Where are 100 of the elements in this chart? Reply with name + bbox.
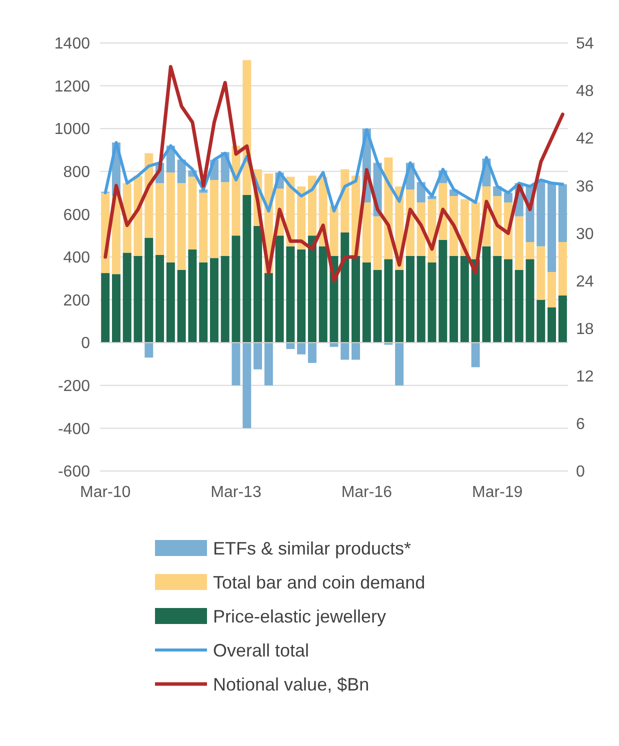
bar <box>536 246 546 300</box>
x-tick-label: Mar-19 <box>472 484 523 501</box>
bar <box>373 216 382 270</box>
y2-tick-label: 36 <box>576 178 594 196</box>
y2-tick-label: 6 <box>576 416 585 434</box>
legend-label: Notional value, $Bn <box>213 674 370 694</box>
legend-label: ETFs & similar products* <box>213 538 412 558</box>
bar <box>352 342 360 360</box>
bar <box>220 256 230 343</box>
bar <box>308 342 316 363</box>
y-tick-label: 1000 <box>54 121 90 138</box>
bar <box>166 262 175 343</box>
bar <box>286 342 295 350</box>
x-tick-label: Mar-16 <box>341 484 392 501</box>
bar <box>308 176 316 236</box>
bar <box>286 246 295 343</box>
bar <box>254 226 262 343</box>
legend-label: Total bar and coin demand <box>213 572 426 592</box>
bar <box>526 242 534 260</box>
bar <box>308 236 316 343</box>
bar <box>199 262 208 343</box>
y-tick-label: -200 <box>58 378 90 395</box>
y-tick-label: 0 <box>81 335 90 352</box>
bar <box>156 254 164 343</box>
y-tick-label: -400 <box>58 420 90 438</box>
bar <box>264 342 273 386</box>
bar <box>232 342 240 386</box>
y-tick-label: 200 <box>63 292 90 310</box>
line-series <box>104 65 564 283</box>
bar <box>340 169 350 232</box>
bar <box>210 180 218 258</box>
bar <box>188 250 197 343</box>
bar <box>340 232 350 343</box>
bar <box>526 259 534 343</box>
bar <box>264 273 273 343</box>
bar <box>242 194 252 343</box>
bar <box>558 296 567 343</box>
y-tick-label: 400 <box>63 250 90 267</box>
bar <box>548 272 556 308</box>
y-tick-label: 800 <box>63 164 90 181</box>
bar <box>548 182 556 272</box>
bar <box>384 259 393 343</box>
bar <box>101 273 110 343</box>
bar <box>112 274 120 343</box>
y2-tick-label: 54 <box>576 36 594 53</box>
bar <box>504 259 512 343</box>
bar <box>416 256 426 343</box>
bar <box>188 176 197 250</box>
bar <box>395 342 404 386</box>
bar <box>493 256 502 343</box>
bar <box>482 246 491 343</box>
bar <box>395 270 404 343</box>
y-tick-label: -600 <box>58 464 90 481</box>
bar <box>373 270 382 343</box>
y2-tick-label: 42 <box>576 130 594 148</box>
legend-label: Price-elastic jewellery <box>213 606 386 626</box>
y-tick-label: 600 <box>63 206 90 224</box>
legend-label: Overall total <box>213 640 310 660</box>
bar <box>558 184 567 242</box>
x-tick-label: Mar-13 <box>210 484 262 501</box>
y2-tick-label: 24 <box>576 273 594 290</box>
bar <box>548 307 556 343</box>
bar <box>340 342 350 360</box>
y2-tick-label: 48 <box>576 83 594 100</box>
bar <box>406 256 414 343</box>
y-tick-label: 1400 <box>54 36 90 53</box>
line-series <box>104 128 564 212</box>
bar <box>352 256 360 343</box>
bar <box>362 202 371 262</box>
x-tick-label: Mar-10 <box>80 484 131 501</box>
bar <box>177 183 186 270</box>
bar <box>134 256 142 343</box>
y-tick-label: 1200 <box>54 78 90 96</box>
bar <box>220 182 230 256</box>
bar <box>275 236 284 343</box>
bar <box>536 300 546 343</box>
bar <box>297 342 306 354</box>
y2-tick-label: 18 <box>576 320 594 338</box>
bar <box>199 192 208 262</box>
bar <box>514 270 524 343</box>
y2-tick-label: 0 <box>576 464 585 481</box>
bar <box>471 342 480 368</box>
bar <box>232 236 240 343</box>
bar <box>536 180 546 246</box>
y2-tick-label: 30 <box>576 226 594 243</box>
bar <box>558 242 567 296</box>
bar <box>166 172 175 262</box>
bar <box>144 342 154 358</box>
bar <box>254 342 262 370</box>
bar <box>156 183 164 255</box>
bar <box>122 252 132 343</box>
bar <box>177 160 186 184</box>
bar <box>514 216 524 270</box>
bar <box>428 262 436 343</box>
bar <box>460 256 469 343</box>
y2-tick-label: 12 <box>576 368 594 386</box>
bar <box>504 192 512 202</box>
bar <box>362 262 371 343</box>
bar <box>450 256 458 343</box>
bar <box>318 246 328 343</box>
